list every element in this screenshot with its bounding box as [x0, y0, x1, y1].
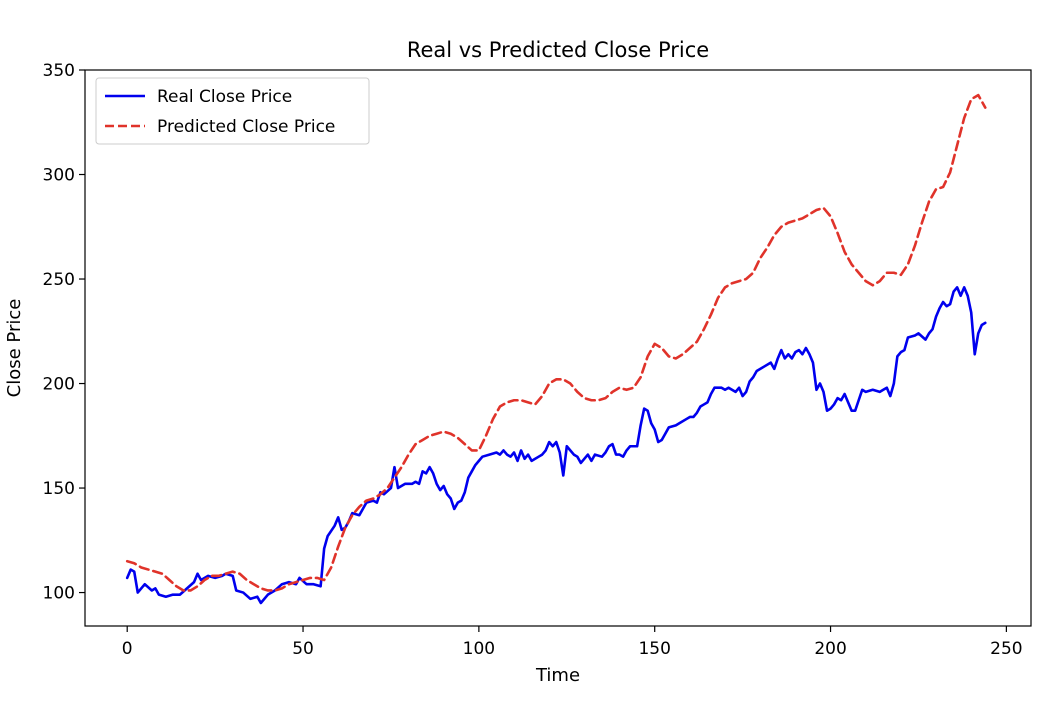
- y-tick-label: 100: [43, 584, 75, 604]
- y-axis-label: Close Price: [4, 299, 25, 398]
- x-tick-label: 0: [122, 639, 133, 659]
- y-tick-label: 300: [43, 166, 75, 186]
- y-tick-label: 350: [43, 61, 75, 81]
- series-line-predicted: [125, 93, 987, 592]
- x-tick-label: 100: [463, 639, 495, 659]
- series-line-real: [125, 286, 987, 605]
- y-tick-label: 200: [43, 375, 75, 395]
- chart-title: Real vs Predicted Close Price: [407, 38, 709, 62]
- y-tick-label: 250: [43, 270, 75, 290]
- legend-label-predicted: Predicted Close Price: [157, 117, 335, 137]
- x-axis-label: Time: [535, 665, 580, 686]
- plot-frame: [84, 69, 1032, 627]
- x-tick-label: 150: [638, 639, 670, 659]
- x-tick-label: 200: [814, 639, 846, 659]
- y-tick-label: 150: [43, 479, 75, 499]
- x-tick-label: 50: [292, 639, 314, 659]
- plot-area: 0 50 100 150 200 250 100 150 200 250 300 350: [43, 61, 1032, 659]
- legend-label-real: Real Close Price: [157, 87, 292, 107]
- x-tick-label: 250: [990, 639, 1022, 659]
- legend-frame: [95, 77, 370, 145]
- legend: Real Close Price Predicted Close Price: [95, 77, 370, 145]
